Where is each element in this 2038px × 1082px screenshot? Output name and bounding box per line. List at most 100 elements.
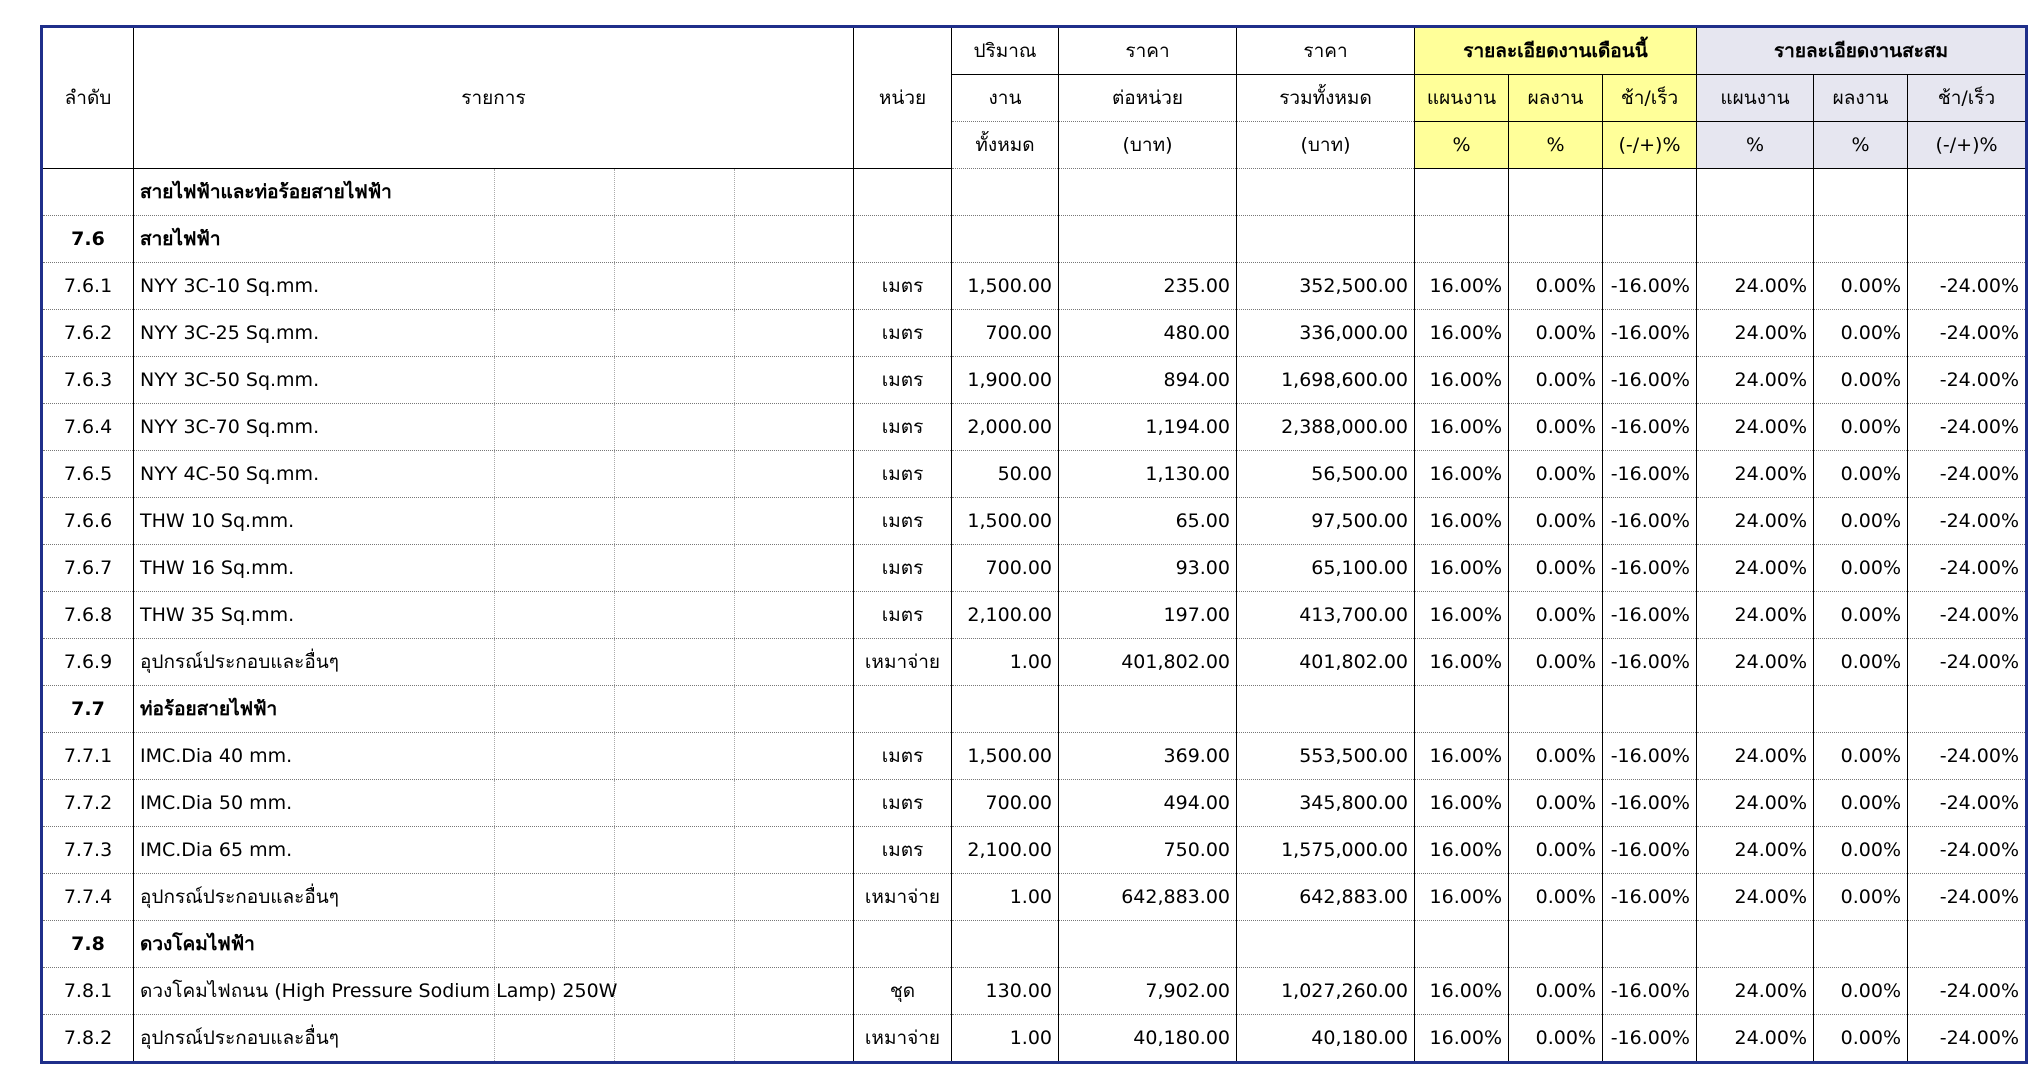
row-month-diff: -16.00% [1602, 732, 1697, 780]
row-unit-price: 1,194.00 [1058, 403, 1237, 451]
row-name-text: สายไฟฟ้าและท่อร้อยสายไฟฟ้า [140, 181, 392, 203]
row-total-price: 336,000.00 [1236, 309, 1415, 357]
cell-grid-line [494, 1015, 495, 1060]
row-month-diff: -16.00% [1602, 873, 1697, 921]
row-month-diff: -16.00% [1602, 309, 1697, 357]
row-unit: เมตร [853, 591, 952, 639]
row-cum-plan: 24.00% [1696, 779, 1814, 827]
row-cum-plan: 24.00% [1696, 544, 1814, 592]
row-cum-plan: 24.00% [1696, 873, 1814, 921]
header-cum-diff: ช้า/เร็ว [1906, 74, 2028, 122]
cell-grid-line [614, 733, 615, 779]
row-seq: 7.6.4 [41, 403, 134, 451]
row-unit: ชุด [853, 967, 952, 1015]
row-total-price: 352,500.00 [1236, 262, 1415, 310]
cell-grid-line [734, 451, 735, 497]
row-cum-result: 0.00% [1813, 732, 1908, 780]
row-unit: เมตร [853, 403, 952, 451]
row-unit-price [1058, 168, 1237, 216]
row-cum-diff: -24.00% [1906, 732, 2028, 780]
row-seq: 7.8.2 [41, 1014, 134, 1064]
row-cum-plan: 24.00% [1696, 826, 1814, 874]
cell-grid-line [494, 968, 495, 1014]
row-unit [853, 215, 952, 263]
row-seq: 7.6.1 [41, 262, 134, 310]
row-cum-result: 0.00% [1813, 356, 1908, 404]
row-cum-diff: -24.00% [1906, 1014, 2028, 1064]
header-cum-plan: แผนงาน [1696, 74, 1814, 122]
group-row: สายไฟฟ้าและท่อร้อยสายไฟฟ้า [41, 168, 2028, 216]
row-month-result: 0.00% [1508, 967, 1603, 1015]
cell-grid-line [734, 592, 735, 638]
cell-grid-line [734, 827, 735, 873]
header-cumulative: รายละเอียดงานสะสม [1695, 26, 2028, 75]
header-total-price-1: ราคา [1236, 26, 1415, 75]
header-month-result-pct: % [1508, 121, 1603, 169]
header-this-month: รายละเอียดงานเดือนนี้ [1414, 26, 1697, 75]
row-seq: 7.6.5 [41, 450, 134, 498]
row-qty [951, 168, 1059, 216]
cell-grid-line [614, 498, 615, 544]
row-name: NYY 3C-10 Sq.mm. [133, 262, 854, 310]
row-cum-result [1813, 168, 1908, 216]
header-qty-2: งาน [951, 74, 1059, 122]
row-month-plan: 16.00% [1414, 732, 1509, 780]
row-cum-result [1813, 920, 1908, 968]
row-unit-price: 65.00 [1058, 497, 1237, 545]
row-month-result: 0.00% [1508, 732, 1603, 780]
cell-grid-line [614, 357, 615, 403]
row-month-plan [1414, 920, 1509, 968]
cell-grid-line [734, 780, 735, 826]
row-month-plan: 16.00% [1414, 403, 1509, 451]
cell-grid-line [494, 357, 495, 403]
header-row-2: งาน ต่อหน่วย รวมทั้งหมด แผนงาน ผลงาน ช้า… [42, 74, 2028, 122]
row-name-text: ดวงโคมไฟถนน (High Pressure Sodium Lamp) … [140, 980, 618, 1002]
table-row: 7.7.4 อุปกรณ์ประกอบและอื่นๆ เหมาจ่าย 1.00 64… [41, 873, 2028, 921]
row-month-diff [1602, 168, 1697, 216]
row-seq: 7.6.3 [41, 356, 134, 404]
cell-grid-line [494, 404, 495, 450]
row-unit-price: 894.00 [1058, 356, 1237, 404]
row-cum-result: 0.00% [1813, 450, 1908, 498]
row-month-plan: 16.00% [1414, 450, 1509, 498]
row-unit-price [1058, 215, 1237, 263]
row-name: THW 35 Sq.mm. [133, 591, 854, 639]
row-cum-plan [1696, 215, 1814, 263]
row-name: อุปกรณ์ประกอบและอื่นๆ [133, 873, 854, 921]
row-month-result: 0.00% [1508, 403, 1603, 451]
cell-grid-line [614, 686, 615, 732]
row-unit-price: 93.00 [1058, 544, 1237, 592]
row-month-result: 0.00% [1508, 356, 1603, 404]
header-total-price-2: รวมทั้งหมด [1236, 74, 1415, 122]
row-seq: 7.6 [41, 215, 134, 263]
row-month-plan: 16.00% [1414, 309, 1509, 357]
table-row: 7.8.2 อุปกรณ์ประกอบและอื่นๆ เหมาจ่าย 1.00 40… [41, 1014, 2028, 1064]
row-total-price: 413,700.00 [1236, 591, 1415, 639]
row-month-diff: -16.00% [1602, 403, 1697, 451]
row-month-plan: 16.00% [1414, 779, 1509, 827]
row-unit-price: 40,180.00 [1058, 1014, 1237, 1064]
table-row: 7.8.1 ดวงโคมไฟถนน (High Pressure Sodium L… [41, 967, 2028, 1015]
row-name: สายไฟฟ้า [133, 215, 854, 263]
cell-grid-line [494, 498, 495, 544]
row-month-result: 0.00% [1508, 309, 1603, 357]
cell-grid-line [494, 169, 495, 215]
row-name: อุปกรณ์ประกอบและอื่นๆ [133, 1014, 854, 1064]
row-qty [951, 920, 1059, 968]
row-month-result [1508, 168, 1603, 216]
row-cum-result: 0.00% [1813, 497, 1908, 545]
row-unit [853, 168, 952, 216]
row-month-diff: -16.00% [1602, 638, 1697, 686]
header-cum-plan-pct: % [1696, 121, 1814, 169]
row-unit: เหมาจ่าย [853, 638, 952, 686]
row-name-text: NYY 3C-70 Sq.mm. [140, 416, 320, 438]
row-unit-price: 750.00 [1058, 826, 1237, 874]
row-cum-result [1813, 215, 1908, 263]
cell-grid-line [614, 639, 615, 685]
header-cum-result: ผลงาน [1813, 74, 1908, 122]
cell-grid-line [494, 921, 495, 967]
cell-grid-line [614, 451, 615, 497]
row-month-result [1508, 215, 1603, 263]
row-cum-diff: -24.00% [1906, 873, 2028, 921]
row-name: ดวงโคมไฟถนน (High Pressure Sodium Lamp) … [133, 967, 854, 1015]
